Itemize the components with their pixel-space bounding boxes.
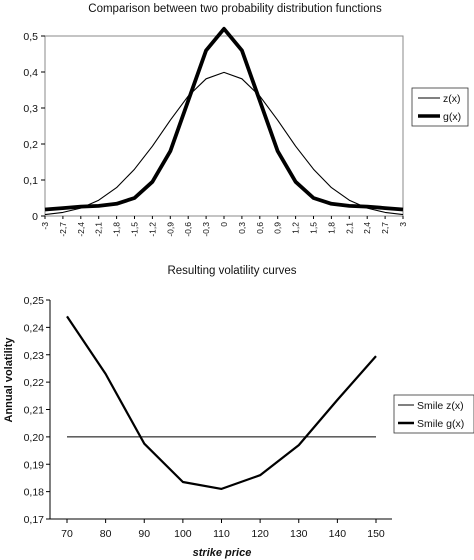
x-tick-label: 1,2 <box>291 222 301 234</box>
chart2-legend <box>393 394 474 434</box>
x-tick-label: -1,2 <box>147 222 157 237</box>
x-tick-label: -0,9 <box>165 222 175 237</box>
x-tick-label: -0,6 <box>183 222 193 237</box>
y-tick-label: 0,22 <box>24 377 45 389</box>
chart1-plot-area <box>44 35 404 217</box>
x-tick-label: 0,9 <box>273 222 283 234</box>
chart2-xlabel: strike price <box>193 547 252 559</box>
y-tick-label: 0,17 <box>24 514 45 526</box>
y-tick-label: 0,18 <box>24 487 45 499</box>
x-tick-label: -2,4 <box>76 222 86 237</box>
x-tick-label: 150 <box>367 528 385 540</box>
x-tick-label: -2,1 <box>94 222 104 237</box>
x-tick-label: 130 <box>290 528 308 540</box>
x-tick-label: 0 <box>219 222 229 227</box>
x-tick-label: 1,8 <box>326 222 336 234</box>
y-tick-label: 0,3 <box>23 103 38 115</box>
x-tick-label: 80 <box>100 528 112 540</box>
x-tick-label: 2,4 <box>362 222 372 234</box>
y-tick-label: 0,2 <box>23 139 38 151</box>
y-tick-label: 0,23 <box>24 350 45 362</box>
x-tick-label: 0,3 <box>237 222 247 234</box>
y-tick-label: 0,1 <box>23 175 38 187</box>
x-tick-label: -2,7 <box>58 222 68 237</box>
x-tick-label: 90 <box>138 528 150 540</box>
x-tick-label: 140 <box>329 528 347 540</box>
x-tick-label: 0,6 <box>255 222 265 234</box>
legend-label-z: z(x) <box>443 93 461 105</box>
series-line-z <box>44 71 404 216</box>
chart2-ylabel: Annual volatility <box>3 337 15 423</box>
y-tick-label: 0,24 <box>24 322 45 334</box>
chart1-title: Comparison between two probability distr… <box>88 3 382 15</box>
chart2-title: Resulting volatility curves <box>167 265 296 277</box>
x-tick-label: 120 <box>251 528 269 540</box>
x-tick-label: 100 <box>174 528 192 540</box>
y-tick-label: 0,20 <box>24 432 45 444</box>
x-tick-label: -1,5 <box>130 222 140 237</box>
x-tick-label: 70 <box>61 528 73 540</box>
y-tick-label: 0,25 <box>24 295 45 307</box>
legend-label-g: g(x) <box>443 111 461 123</box>
x-tick-label: 3 <box>398 222 408 227</box>
x-tick-label: -0,3 <box>201 222 211 237</box>
y-tick-label: 0 <box>32 211 38 223</box>
series-line-smile-g <box>66 315 377 490</box>
series-line-g <box>44 26 404 212</box>
x-tick-label: 110 <box>213 528 230 540</box>
legend-label-smile-g: Smile g(x) <box>417 418 464 430</box>
x-tick-label: 2,7 <box>380 222 390 234</box>
y-tick-label: 0,5 <box>23 31 38 43</box>
y-tick-label: 0,21 <box>24 405 45 417</box>
x-tick-label: -3 <box>40 222 50 230</box>
y-tick-label: 0,4 <box>23 67 38 79</box>
y-tick-label: 0,19 <box>24 459 45 471</box>
legend-label-smile-z: Smile z(x) <box>417 400 464 412</box>
x-tick-label: -1,8 <box>112 222 122 237</box>
chart1-legend <box>411 87 469 127</box>
x-tick-label: 2,1 <box>344 222 354 234</box>
x-tick-label: 1,5 <box>309 222 319 234</box>
